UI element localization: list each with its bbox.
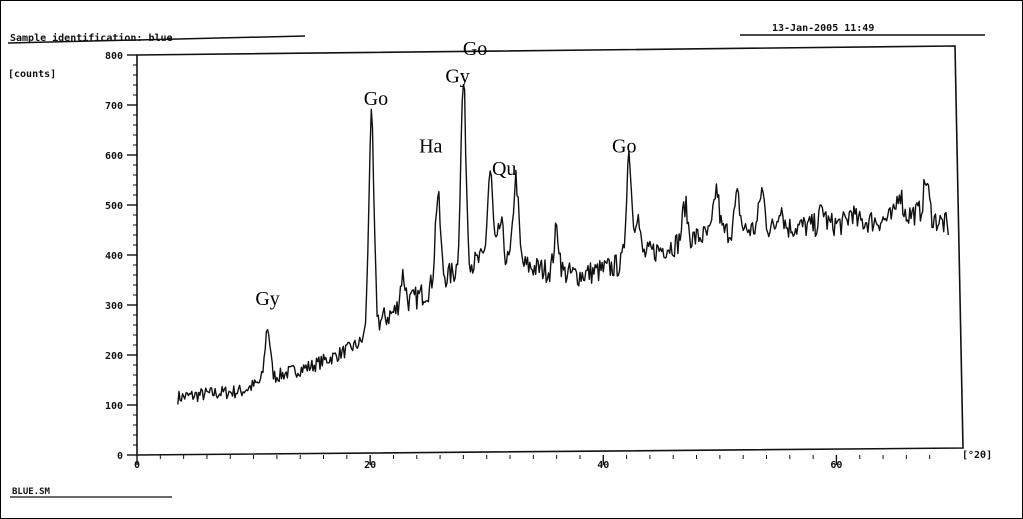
y-tick-label: 800	[105, 51, 123, 62]
plot-frame	[136, 45, 964, 456]
phase-label: Go	[612, 136, 636, 158]
y-tick-label: 600	[105, 151, 123, 162]
x-axis-label: [°2θ]	[962, 450, 992, 461]
x-tick-label: 40	[597, 460, 609, 471]
y-ticks: 0 100 200 300 400 500 600 700 800	[105, 51, 137, 462]
timestamp: 13-Jan-2005 11:49	[772, 23, 874, 34]
header-rule-left	[7, 35, 306, 44]
phase-label: Gy	[255, 288, 279, 310]
y-tick-label: 300	[105, 301, 123, 312]
y-axis-label: [counts]	[8, 69, 56, 80]
x-ticks: 0 20 40 60	[134, 455, 931, 471]
phase-label: Gy	[445, 66, 469, 88]
y-tick-label: 700	[105, 101, 123, 112]
y-tick-label: 100	[105, 401, 123, 412]
diffraction-trace	[177, 83, 949, 405]
phase-label: Ha	[419, 136, 442, 158]
sample-label: Sample identification: blue	[10, 32, 173, 44]
y-tick-label: 0	[117, 451, 123, 462]
x-tick-label: 60	[830, 460, 842, 471]
phase-label: Go	[364, 88, 388, 110]
y-tick-label: 400	[105, 251, 123, 262]
phase-label: Go	[463, 38, 487, 60]
phase-annotations: Gy Go Ha Gy Go Qu Go	[255, 38, 636, 310]
x-tick-label: 20	[364, 460, 376, 471]
file-name: BLUE.SM	[12, 487, 51, 497]
phase-label: Qu	[492, 158, 516, 180]
x-tick-label: 0	[134, 460, 140, 471]
y-tick-label: 500	[105, 201, 123, 212]
y-tick-label: 200	[105, 351, 123, 362]
